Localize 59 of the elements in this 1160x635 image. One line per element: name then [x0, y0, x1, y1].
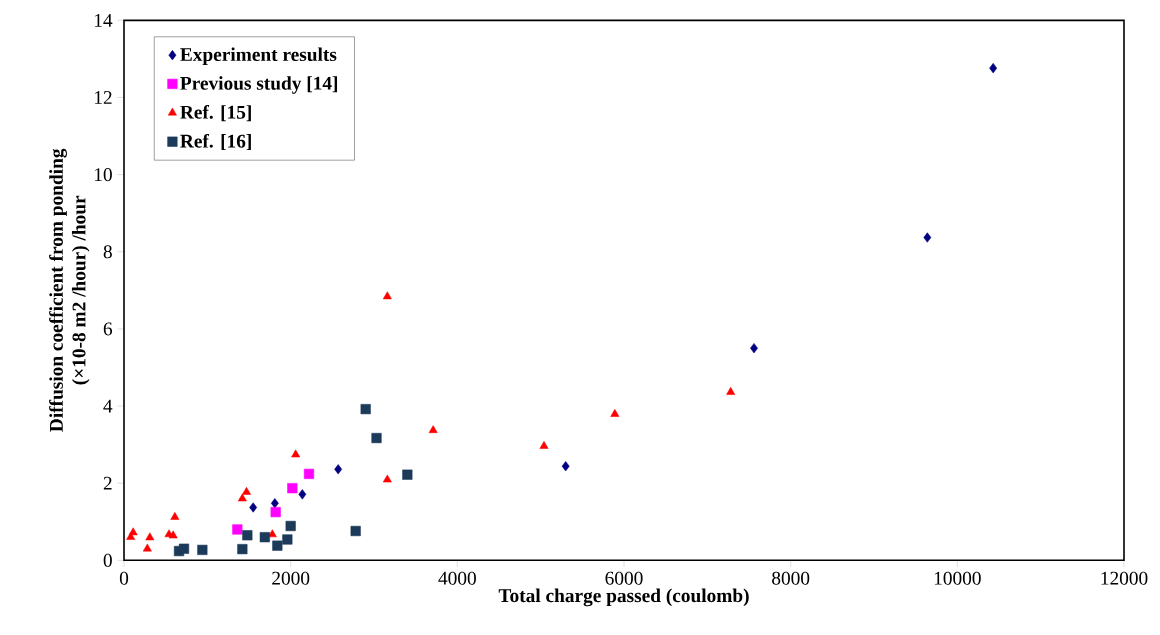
- legend-label: Ref. [16]: [180, 133, 251, 151]
- y-tick-label: 12: [94, 91, 112, 104]
- point: [539, 441, 549, 449]
- y-tick-label: 10: [94, 168, 112, 182]
- point: [610, 409, 620, 417]
- x-tick-label: 0: [119, 571, 129, 585]
- legend-label: Ref. [15]: [180, 104, 251, 122]
- point: [371, 432, 382, 444]
- point: [989, 63, 998, 74]
- point: [142, 543, 152, 552]
- x-tick-label: 4000: [438, 571, 476, 585]
- point: [170, 512, 180, 520]
- y-tick-label: 2: [103, 476, 112, 490]
- y-tick-label: 8: [103, 245, 112, 259]
- point: [249, 502, 258, 513]
- point: [128, 527, 138, 536]
- point: [750, 343, 758, 354]
- point: [287, 483, 298, 494]
- x-tick-label: 2000: [272, 571, 310, 585]
- point: [298, 489, 307, 500]
- point: [334, 464, 343, 475]
- point: [303, 468, 315, 479]
- point: [270, 507, 281, 518]
- point: [197, 544, 208, 555]
- x-axis-title: Total charge passed (coulomb): [498, 588, 749, 607]
- legend-label: Previous study [14]: [180, 76, 338, 94]
- point: [282, 534, 293, 545]
- point: [350, 525, 361, 537]
- point: [285, 520, 296, 532]
- point: [237, 544, 248, 555]
- x-tick-label: 12000: [1101, 571, 1148, 585]
- point: [242, 486, 251, 495]
- point: [428, 425, 438, 433]
- point: [382, 291, 392, 300]
- x-tick-label: 6000: [605, 571, 643, 585]
- point: [242, 530, 253, 541]
- point: [270, 498, 279, 509]
- point: [291, 449, 301, 458]
- legend-label: Experiment results: [180, 47, 337, 65]
- point: [232, 524, 243, 535]
- y-tick-label: 6: [103, 322, 113, 336]
- point: [259, 532, 270, 543]
- point: [402, 469, 413, 480]
- point: [360, 404, 371, 415]
- point: [145, 532, 155, 541]
- point: [272, 540, 283, 551]
- y-tick-label: 0: [103, 553, 112, 567]
- point: [382, 474, 392, 483]
- point: [237, 493, 247, 502]
- point: [923, 232, 932, 243]
- y-axis-title: Diffusion coefficient from ponding (×10-8 m2 /hour) /hour: [49, 148, 90, 432]
- point: [561, 461, 570, 472]
- y-tick-label: 14: [94, 13, 113, 27]
- point: [726, 387, 736, 395]
- x-tick-label: 10000: [934, 571, 981, 585]
- point: [168, 530, 178, 539]
- x-tick-label: 8000: [772, 571, 810, 585]
- y-tick-label: 4: [103, 399, 113, 413]
- point: [178, 543, 190, 554]
